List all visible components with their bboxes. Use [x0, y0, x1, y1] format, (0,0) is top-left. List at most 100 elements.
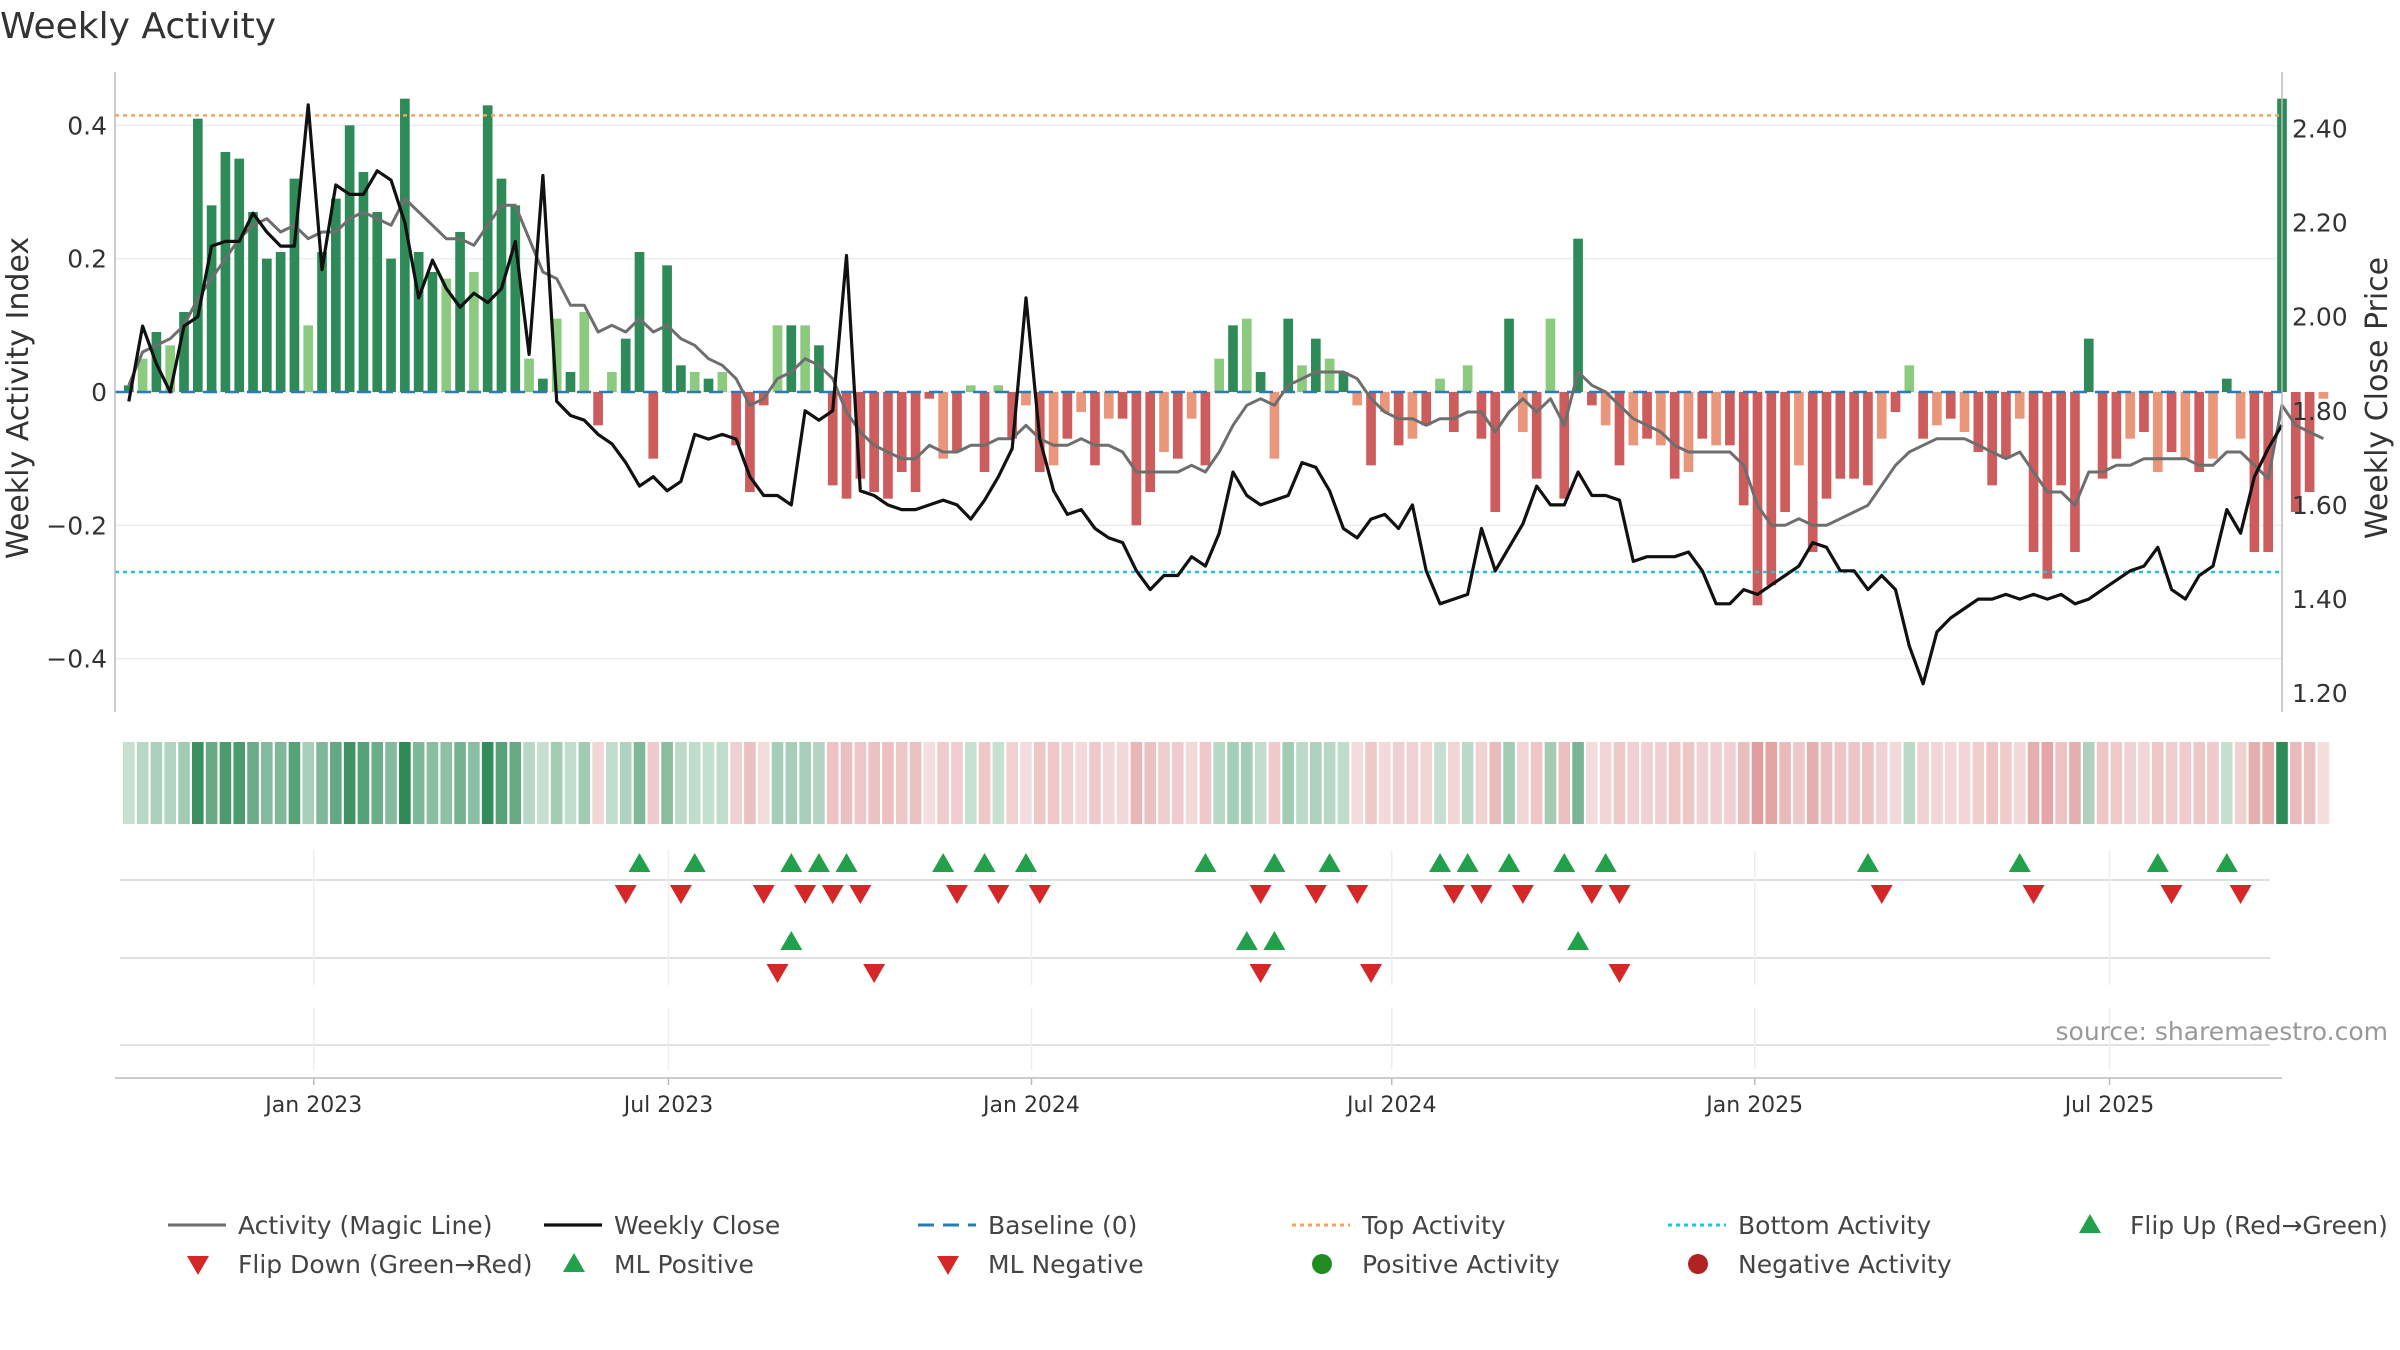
flip-down-marker: [1608, 885, 1631, 904]
heat-strip-cell: [2027, 742, 2040, 824]
activity-bar: [1103, 392, 1114, 419]
flip-up-marker: [1498, 853, 1521, 872]
legend-item: Top Activity: [1292, 1211, 1506, 1240]
heat-strip-cell: [1544, 742, 1557, 824]
y2-tick-label: 2.20: [2292, 209, 2348, 238]
y2-tick-label: 1.80: [2292, 397, 2348, 426]
heat-strip-cell: [454, 742, 466, 824]
heat-strip-cell: [1599, 742, 1612, 824]
legend-label: Activity (Magic Line): [238, 1211, 492, 1240]
y2-tick-label: 1.60: [2292, 491, 2348, 520]
legend-item: ML Negative: [937, 1250, 1144, 1279]
legend-item: Negative Activity: [1688, 1250, 1952, 1279]
flip-up-marker: [2146, 853, 2169, 872]
activity-bar: [1807, 392, 1818, 552]
heat-strip-cell: [357, 742, 370, 824]
activity-bar: [1669, 392, 1680, 479]
heat-strip-cell: [1102, 742, 1115, 824]
heat-strip-cell: [302, 742, 315, 824]
heat-strip-cell: [1710, 742, 1722, 824]
activity-bar: [1421, 392, 1432, 426]
activity-bar: [2235, 392, 2246, 439]
activity-bar: [2139, 392, 2149, 432]
heat-strip-cell: [1337, 742, 1350, 824]
activity-bar: [317, 252, 327, 392]
activity-bar: [2208, 392, 2218, 459]
heat-strip-cell: [964, 742, 977, 824]
activity-bar: [261, 258, 272, 392]
heat-strip-cell: [1696, 742, 1709, 824]
flip-up-marker: [683, 853, 706, 872]
flip-down-marker: [821, 885, 844, 904]
legend-item: Bottom Activity: [1668, 1211, 1931, 1240]
legend-label: Top Activity: [1361, 1211, 1506, 1240]
heat-strip-cell: [592, 742, 604, 824]
activity-bar: [1766, 392, 1777, 586]
activity-bar: [358, 172, 369, 392]
heat-strip-cell: [233, 742, 246, 824]
heat-strip-cell: [951, 742, 963, 824]
activity-bar: [1021, 392, 1031, 406]
heat-strip-cell: [385, 742, 397, 824]
flip-up-marker: [932, 853, 955, 872]
heat-strip-cell: [1130, 742, 1143, 824]
activity-bar: [814, 345, 824, 392]
legend-label: Weekly Close: [614, 1211, 780, 1240]
activity-bar: [662, 265, 672, 392]
heat-strip-cell: [937, 742, 949, 824]
activity-bar: [1656, 392, 1666, 446]
heat-strip-cell: [1158, 742, 1170, 824]
flip-down-marker: [1511, 885, 1534, 904]
heat-strip-cell: [1641, 742, 1653, 824]
activity-bar: [234, 158, 245, 392]
heat-strip-cell: [675, 742, 687, 824]
activity-bar: [2014, 392, 2025, 419]
heat-strip-cell: [1724, 742, 1736, 824]
activity-bar: [331, 198, 341, 392]
heat-strip-cell: [468, 742, 480, 824]
source-credit: source: sharemaestro.com: [2056, 1017, 2389, 1046]
activity-bar: [772, 325, 783, 392]
flip-up-marker: [628, 853, 651, 872]
legend-item: Activity (Magic Line): [168, 1211, 492, 1240]
heat-strip-cell: [1944, 742, 1957, 824]
y-tick-label: 0.4: [67, 111, 107, 140]
heat-strip-cell: [1517, 742, 1529, 824]
ml-negative-marker: [766, 964, 789, 983]
flip-down-marker: [614, 885, 637, 904]
chart-title: Weekly Activity: [0, 6, 276, 47]
flip-up-marker: [1263, 853, 1286, 872]
activity-bar: [1642, 392, 1652, 439]
activity-bar: [289, 178, 300, 392]
legend-label: Negative Activity: [1738, 1250, 1952, 1279]
flip-up-marker: [1194, 853, 1217, 872]
activity-bar: [883, 392, 893, 499]
heat-strip-cell: [1171, 742, 1184, 824]
activity-bar: [1283, 318, 1294, 392]
heat-strip-cell: [744, 742, 756, 824]
legend-item: Baseline (0): [918, 1211, 1137, 1240]
activity-bar: [896, 392, 907, 472]
activity-bar: [855, 392, 866, 479]
heat-strip-cell: [1075, 742, 1087, 824]
activity-bar: [1504, 318, 1514, 392]
flip-down-marker: [2022, 885, 2045, 904]
flip-up-marker: [2008, 853, 2031, 872]
heat-strip-cell: [1310, 742, 1322, 824]
legend-label: Baseline (0): [988, 1211, 1137, 1240]
flip-down-marker: [1442, 885, 1465, 904]
activity-bar: [2097, 392, 2108, 479]
activity-bar: [1559, 392, 1570, 499]
heat-strip-cell: [2179, 742, 2192, 824]
red-triangle-down-icon: [187, 1256, 209, 1275]
heat-strip-cell: [1931, 742, 1943, 824]
x-tick-label: Jan 2023: [263, 1093, 362, 1118]
activity-bar: [1780, 392, 1790, 512]
heat-strip-cell: [2000, 742, 2012, 824]
activity-bar: [2056, 392, 2066, 486]
heat-strip-cell: [1254, 742, 1267, 824]
ml-negative-marker: [1360, 964, 1383, 983]
heat-strip-cell: [785, 742, 798, 824]
heat-strip-cell: [1461, 742, 1474, 824]
